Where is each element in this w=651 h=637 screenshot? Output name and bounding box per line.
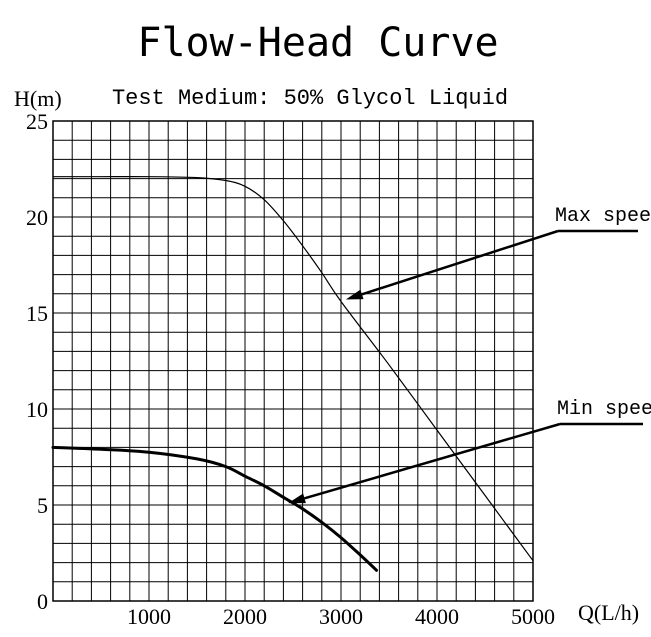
- y-tick-label: 25: [26, 109, 48, 134]
- grid: [52, 120, 534, 602]
- y-tick-label: 20: [26, 205, 48, 230]
- annotation-arrowhead-min-speed: [288, 493, 306, 504]
- tick-labels: 0 5 10 15 20 25 1000 2000 3000 4000 5000: [26, 109, 555, 629]
- x-axis-label: Q(L/h): [578, 600, 639, 625]
- annotation-arrowhead-max-speed: [345, 289, 364, 300]
- chart-title: Flow-Head Curve: [137, 20, 498, 66]
- series-line-max-speed: [52, 176, 534, 562]
- plot-frame: [52, 120, 534, 602]
- y-tick-label: 5: [37, 493, 48, 518]
- y-tick-label: 0: [37, 589, 48, 614]
- series-layer: [51, 176, 534, 572]
- y-tick-label: 15: [26, 301, 48, 326]
- x-tick-label: 2000: [223, 604, 267, 629]
- y-axis-label: H(m): [14, 86, 62, 111]
- x-tick-label: 1000: [127, 604, 171, 629]
- annotation-label-min-speed: Min speed: [557, 398, 651, 421]
- x-tick-label: 5000: [511, 604, 555, 629]
- x-tick-label: 4000: [415, 604, 459, 629]
- chart-subtitle: Test Medium: 50% Glycol Liquid: [112, 86, 508, 111]
- x-tick-label: 3000: [319, 604, 363, 629]
- annotations: Max speed Min speed: [288, 205, 651, 504]
- series-line-min-speed: [51, 445, 378, 572]
- annotation-label-max-speed: Max speed: [555, 205, 651, 228]
- annotation-arrow-max-speed: [361, 229, 559, 296]
- annotation-arrow-min-speed: [304, 422, 561, 500]
- y-tick-label: 10: [26, 397, 48, 422]
